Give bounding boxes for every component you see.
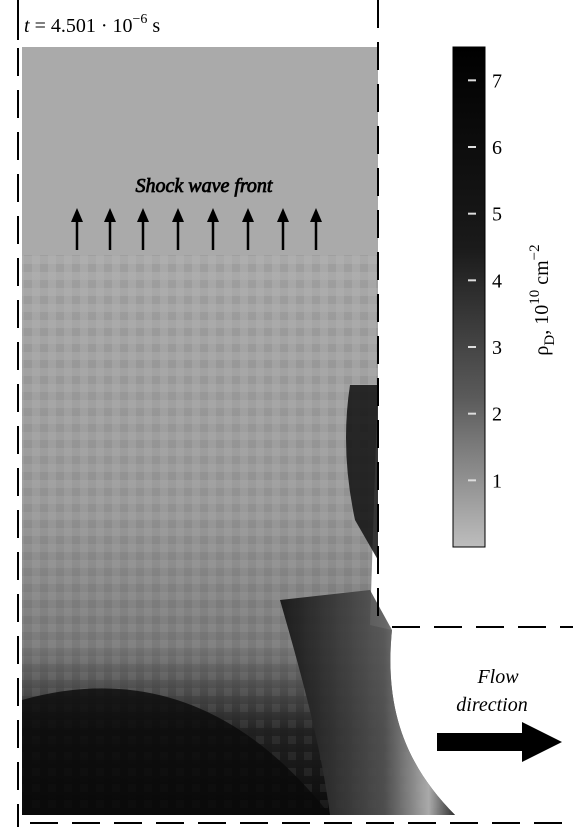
time-label: t = 4.501 · 10−6 s <box>24 12 160 37</box>
colorbar-tick-label: 5 <box>492 204 502 226</box>
colorbar-symbol: ρ <box>531 346 553 356</box>
shock-arrows <box>71 208 322 250</box>
flow-arrow <box>437 722 562 762</box>
time-value: = 4.501 · 10 <box>30 15 133 37</box>
shock-arrow-head <box>277 208 289 222</box>
colorbar-subscript: D <box>542 335 558 346</box>
shock-arrow-head <box>242 208 254 222</box>
time-unit: s <box>147 15 160 37</box>
dense-zone <box>346 385 378 560</box>
shock-arrow-head <box>137 208 149 222</box>
shock-front-label: Shock wave front <box>135 175 272 197</box>
colorbar-exponent: −2 <box>527 244 543 260</box>
flow-label: direction <box>456 694 527 716</box>
colorbar-tick-label: 1 <box>492 470 502 492</box>
undisturbed-region <box>22 47 378 255</box>
colorbar-units: cm <box>531 260 553 290</box>
shock-arrow-head <box>310 208 322 222</box>
time-variable: t <box>24 15 30 37</box>
boundary-zone <box>280 590 455 815</box>
colorbar-tick-label: 4 <box>492 270 502 292</box>
colorbar-label: ρD, 1010 cm−2 <box>527 244 558 355</box>
dark-zone <box>22 688 330 815</box>
shock-arrow-head <box>172 208 184 222</box>
colorbar <box>452 46 486 548</box>
colorbar-tick-label: 3 <box>492 337 502 359</box>
colorbar-tick-label: 2 <box>492 404 502 426</box>
colorbar-units: , 10 <box>531 305 553 335</box>
colorbar-tick-label: 7 <box>492 70 502 92</box>
flow-label: Flow <box>476 666 519 688</box>
shock-arrow-head <box>71 208 83 222</box>
colorbar-exponent: 10 <box>527 290 543 305</box>
colorbar-tick-label: 6 <box>492 137 502 159</box>
shock-arrow-head <box>207 208 219 222</box>
time-exponent: −6 <box>133 12 148 27</box>
shock-arrow-head <box>104 208 116 222</box>
